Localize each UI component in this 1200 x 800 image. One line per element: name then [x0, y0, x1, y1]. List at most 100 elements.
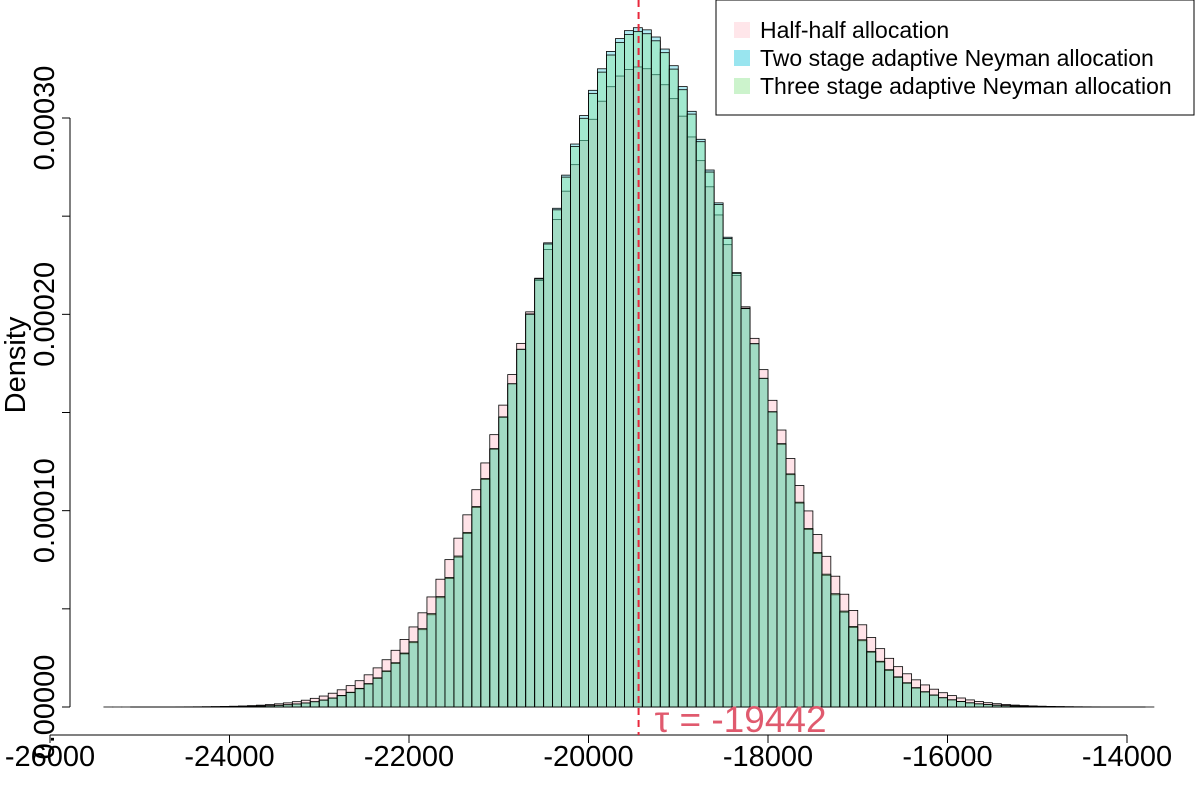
histogram-bars — [103, 27, 1155, 708]
histogram-bar — [947, 699, 957, 708]
histogram-bar — [776, 443, 787, 708]
y-tick-label: 0.00020 — [29, 262, 61, 367]
x-tick-label: -26000 — [5, 741, 95, 773]
series-1-bars — [103, 66, 1155, 708]
histogram-bar — [983, 704, 993, 708]
histogram-bar — [929, 694, 939, 708]
histogram-bar — [686, 113, 697, 708]
legend-label: Three stage adaptive Neyman allocation — [760, 73, 1172, 99]
histogram-bar — [435, 596, 446, 708]
series-3-bars — [130, 31, 1146, 708]
x-axis: -26000 -24000 -22000 -20000 -18000 -16000 -140… — [5, 734, 1172, 773]
legend-label: Two stage adaptive Neyman allocation — [760, 45, 1154, 71]
histogram-bar — [561, 176, 571, 708]
histogram-bar — [677, 89, 688, 708]
x-tick-label: -22000 — [364, 741, 454, 773]
histogram-bar — [659, 52, 670, 708]
histogram-bar — [336, 695, 347, 708]
histogram-bar — [974, 703, 984, 708]
true-effect-annotation: τ = -19442 — [655, 699, 827, 740]
histogram-bar — [552, 209, 562, 708]
histogram-bar — [821, 573, 832, 708]
histogram-bar — [749, 343, 760, 708]
histogram-bar — [345, 691, 356, 708]
histogram-bar — [704, 171, 715, 708]
y-tick-label: 0.00030 — [29, 66, 61, 171]
legend-swatch — [734, 50, 750, 66]
histogram-bar — [650, 40, 661, 708]
histogram-bar — [956, 701, 966, 708]
histogram-bar — [309, 701, 320, 708]
histogram-bar — [1009, 705, 1020, 708]
histogram-bar — [641, 33, 652, 708]
histogram-bar — [606, 54, 616, 708]
histogram-bar — [444, 577, 455, 708]
legend-swatch — [734, 22, 750, 38]
x-tick-label: -14000 — [1082, 741, 1172, 773]
histogram-bar — [615, 41, 625, 708]
histogram-bar — [785, 473, 796, 708]
histogram-bar — [991, 704, 1002, 708]
histogram-bar — [884, 669, 895, 708]
histogram-bar — [830, 593, 841, 708]
legend-swatch — [734, 78, 750, 94]
histogram-bar — [426, 613, 437, 708]
x-tick-label: -20000 — [543, 741, 633, 773]
histogram-bar — [300, 702, 311, 708]
histogram-bar — [273, 704, 284, 708]
histogram-bar — [624, 34, 634, 708]
histogram-bar — [256, 705, 266, 708]
histogram-bar — [758, 377, 769, 708]
histogram-bar — [579, 117, 589, 708]
histogram-bar — [498, 416, 509, 708]
histogram-bar — [462, 531, 473, 708]
y-tick-label: 0.00000 — [29, 655, 61, 760]
histogram-bar — [453, 555, 464, 708]
histogram-bar — [803, 528, 814, 708]
histogram-bar — [938, 697, 948, 708]
histogram-bar — [1018, 705, 1029, 708]
histogram-bar — [812, 552, 823, 708]
histogram-bar — [282, 704, 293, 708]
histogram-bar — [893, 676, 904, 708]
histogram-bar — [902, 682, 913, 708]
histogram-bar — [372, 677, 383, 708]
legend-box — [715, 0, 1195, 116]
histogram-bar — [1000, 705, 1011, 708]
histogram-bar — [480, 478, 491, 708]
histogram-bar — [570, 145, 580, 708]
histogram-bar — [722, 238, 733, 708]
histogram-bar — [1027, 706, 1038, 708]
histogram-bar — [417, 628, 428, 708]
histogram-bar — [399, 652, 410, 708]
histogram-bar — [731, 272, 742, 708]
x-tick-label: -16000 — [902, 741, 992, 773]
histogram-bar — [911, 687, 921, 708]
y-axis-title: Density — [0, 316, 32, 413]
histogram-bar — [857, 639, 868, 708]
histogram-bar — [381, 670, 392, 708]
histogram-bar — [848, 626, 859, 708]
histogram-bar — [471, 506, 482, 708]
histogram-bar — [839, 610, 850, 708]
histogram-bar — [740, 308, 751, 708]
legend-label: Half-half allocation — [760, 17, 949, 43]
histogram-bar — [866, 650, 877, 708]
histogram-bar — [767, 411, 778, 708]
x-tick-label: -18000 — [723, 741, 813, 773]
histogram-bar — [668, 68, 679, 708]
histogram-bar — [507, 383, 518, 708]
y-axis: 0.00000 0.00010 0.00020 0.00030 — [29, 66, 71, 760]
histogram-bar — [327, 697, 338, 708]
y-tick-label: 0.00010 — [29, 458, 61, 563]
histogram-bar — [534, 278, 545, 708]
histogram-bar — [390, 662, 401, 708]
histogram-bar — [543, 243, 554, 708]
histogram-bar — [264, 705, 275, 708]
histogram-bar — [516, 348, 527, 708]
histogram-bar — [291, 703, 302, 708]
histogram-bar — [875, 660, 886, 708]
histogram-bar — [354, 687, 365, 708]
